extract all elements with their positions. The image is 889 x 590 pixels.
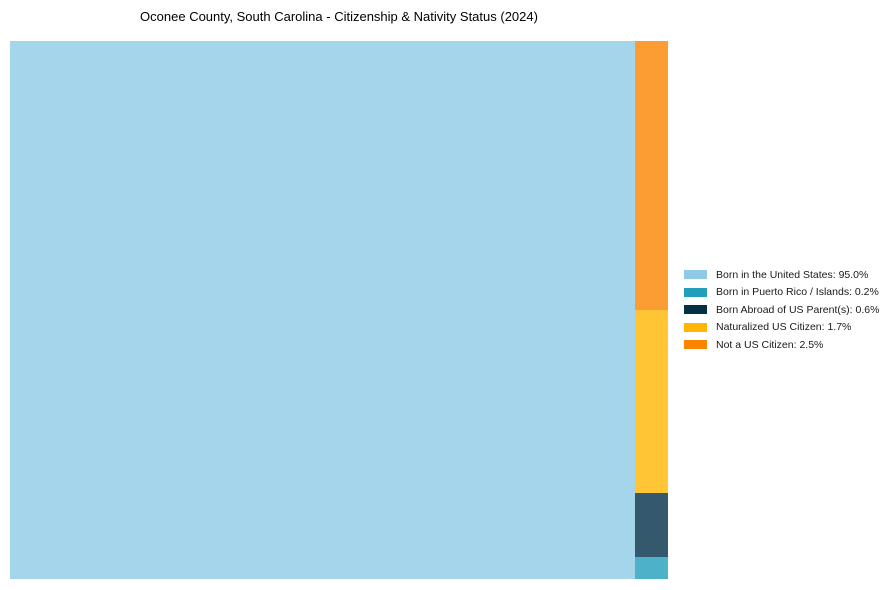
legend-label: Not a US Citizen: 2.5% [716, 338, 824, 351]
tile-born-abroad-of-us-parent-s [635, 492, 668, 558]
legend-swatch-icon [684, 287, 707, 297]
treemap-plot [10, 41, 668, 579]
tile-born-in-the-united-states [10, 41, 636, 579]
chart-title: Oconee County, South Carolina - Citizens… [140, 9, 538, 24]
legend-swatch-icon [684, 305, 707, 315]
legend-item: Not a US Citizen: 2.5% [684, 336, 879, 354]
legend-swatch-icon [684, 322, 707, 332]
legend-item: Born in the United States: 95.0% [684, 266, 879, 284]
tile-born-in-puerto-rico-islands [635, 557, 668, 579]
legend-label: Naturalized US Citizen: 1.7% [716, 321, 852, 334]
legend-label: Born Abroad of US Parent(s): 0.6% [716, 303, 880, 316]
legend-item: Born Abroad of US Parent(s): 0.6% [684, 301, 879, 319]
legend-item: Naturalized US Citizen: 1.7% [684, 319, 879, 337]
legend-swatch-icon [684, 340, 707, 350]
legend-swatch-icon [684, 270, 707, 280]
legend-label: Born in Puerto Rico / Islands: 0.2% [716, 286, 879, 299]
tile-not-a-us-citizen [635, 41, 668, 310]
legend-item: Born in Puerto Rico / Islands: 0.2% [684, 284, 879, 302]
tile-naturalized-us-citizen [635, 310, 668, 493]
legend: Born in the United States: 95.0% Born in … [684, 266, 879, 354]
legend-label: Born in the United States: 95.0% [716, 268, 869, 281]
